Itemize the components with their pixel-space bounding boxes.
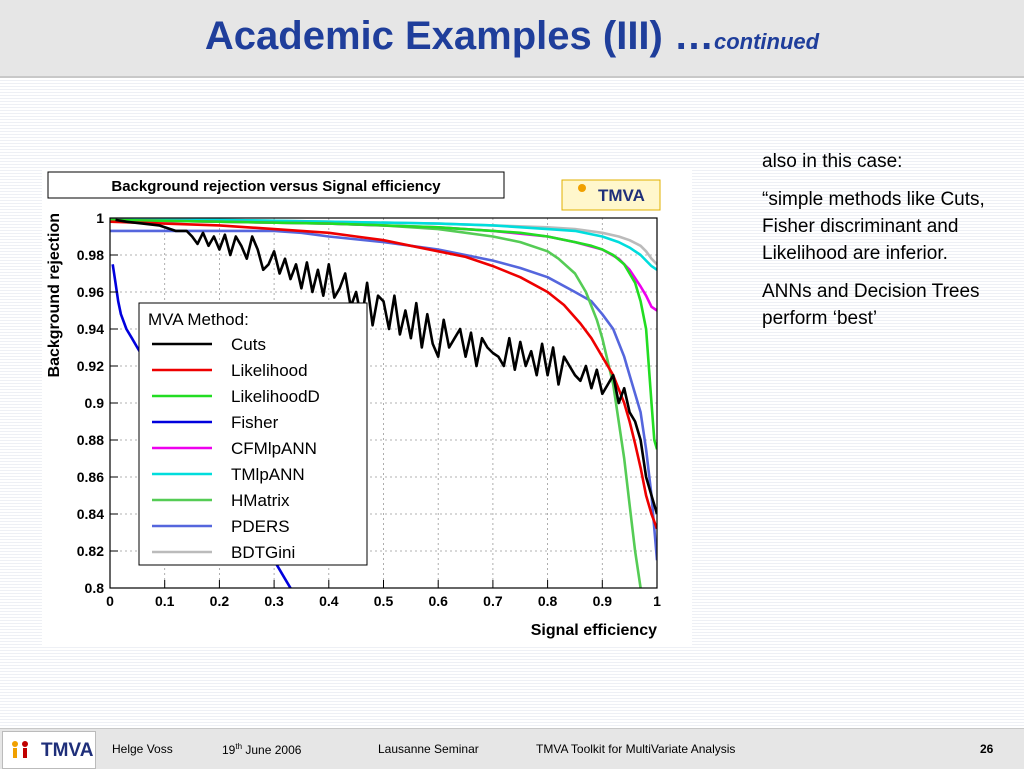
chart-title-box bbox=[47, 171, 505, 199]
legend-label-bdtgini: BDTGini bbox=[231, 543, 295, 562]
legend-title: MVA Method: bbox=[148, 310, 249, 329]
x-tick-label: 0.9 bbox=[593, 593, 613, 609]
logo-figure-icon bbox=[9, 740, 33, 760]
footer-logo-text: TMVA bbox=[41, 740, 94, 761]
series-line-tmlpann bbox=[110, 218, 657, 271]
y-tick-label: 0.96 bbox=[77, 284, 104, 300]
y-axis-label: Background rejection bbox=[46, 213, 63, 377]
footer-author: Helge Voss bbox=[112, 742, 173, 756]
x-tick-label: 0.7 bbox=[483, 593, 503, 609]
x-axis-label: Signal efficiency bbox=[531, 622, 657, 639]
legend-label-hmatrix: HMatrix bbox=[231, 491, 290, 510]
footer: TMVA Helge Voss 19th June 2006 Lausanne … bbox=[0, 728, 1024, 769]
side-text-line-2: “simple methods like Cuts, Fisher discri… bbox=[762, 189, 985, 264]
y-tick-label: 0.84 bbox=[77, 506, 104, 522]
legend-label-pders: PDERS bbox=[231, 517, 290, 536]
side-text-line-1: also in this case: bbox=[762, 151, 903, 172]
x-tick-label: 0.1 bbox=[155, 593, 175, 609]
footer-date-rest: June 2006 bbox=[242, 743, 302, 757]
footer-page-number: 26 bbox=[980, 742, 994, 756]
chart-logo-text: TMVA bbox=[598, 186, 645, 205]
y-tick-label: 0.92 bbox=[77, 358, 104, 374]
plot-area: 0 0.1 0.2 0.3 0.4 0.5 0.6 0.7 0.8 0.9 1 0.8 0.82 0.84… bbox=[46, 210, 661, 639]
series-line-likelihoodd bbox=[110, 218, 657, 450]
roc-chart: Background rejection versus Signal effic… bbox=[42, 168, 692, 646]
chart-tmva-logo: TMVA bbox=[561, 179, 661, 211]
legend-label-cuts: Cuts bbox=[231, 335, 266, 354]
footer-date-sup: th bbox=[235, 742, 243, 751]
y-tick-label: 0.88 bbox=[77, 432, 104, 448]
chart-title: Background rejection versus Signal effic… bbox=[111, 178, 441, 195]
series-line-cuts bbox=[115, 218, 657, 515]
x-tick-label: 0.4 bbox=[319, 593, 339, 609]
slide-title: Academic Examples (III) …continued bbox=[0, 14, 1024, 59]
y-tick-label: 0.82 bbox=[77, 543, 104, 559]
y-tick-label: 0.9 bbox=[85, 395, 105, 411]
slide-title-suffix: continued bbox=[713, 29, 820, 54]
series-line-likelihood bbox=[110, 220, 657, 530]
y-tick-label: 0.8 bbox=[85, 580, 105, 596]
legend-label-tmlpann: TMlpANN bbox=[231, 465, 305, 484]
legend-box bbox=[138, 302, 368, 566]
side-text-line-3: ANNs and Decision Trees perform ‘best’ bbox=[762, 281, 980, 329]
x-tick-label: 0.5 bbox=[374, 593, 394, 609]
side-text: also in this case: “simple methods like … bbox=[762, 148, 992, 343]
footer-date-day: 19 bbox=[222, 743, 236, 757]
slide-title-text: Academic Examples (III) … bbox=[204, 14, 714, 58]
logo-figure-icon bbox=[578, 184, 586, 192]
y-tick-label: 1 bbox=[96, 210, 104, 226]
y-tick-label: 0.94 bbox=[77, 321, 104, 337]
y-tick-label: 0.98 bbox=[77, 247, 104, 263]
x-tick-label: 0.3 bbox=[264, 593, 284, 609]
chart-svg: Background rejection versus Signal effic… bbox=[42, 168, 692, 646]
footer-logo: TMVA bbox=[2, 731, 96, 769]
footer-event: Lausanne Seminar bbox=[378, 742, 479, 756]
x-tick-label: 0.2 bbox=[210, 593, 230, 609]
x-tick-label: 0.6 bbox=[428, 593, 448, 609]
legend-label-likelihood: Likelihood bbox=[231, 361, 308, 380]
footer-date: 19th June 2006 bbox=[222, 742, 301, 757]
series-line-pders bbox=[110, 229, 657, 561]
legend-label-fisher: Fisher bbox=[231, 413, 279, 432]
footer-toolkit: TMVA Toolkit for MultiVariate Analysis bbox=[536, 742, 736, 756]
legend-label-cfmlpann: CFMlpANN bbox=[231, 439, 317, 458]
x-tick-label: 0.8 bbox=[538, 593, 558, 609]
legend-label-likelihoodd: LikelihoodD bbox=[231, 387, 320, 406]
chart-logo-box bbox=[561, 179, 661, 211]
y-tick-label: 0.86 bbox=[77, 469, 104, 485]
title-bar: Academic Examples (III) …continued bbox=[0, 0, 1024, 78]
x-tick-label: 1 bbox=[653, 593, 661, 609]
x-tick-label: 0 bbox=[106, 593, 114, 609]
